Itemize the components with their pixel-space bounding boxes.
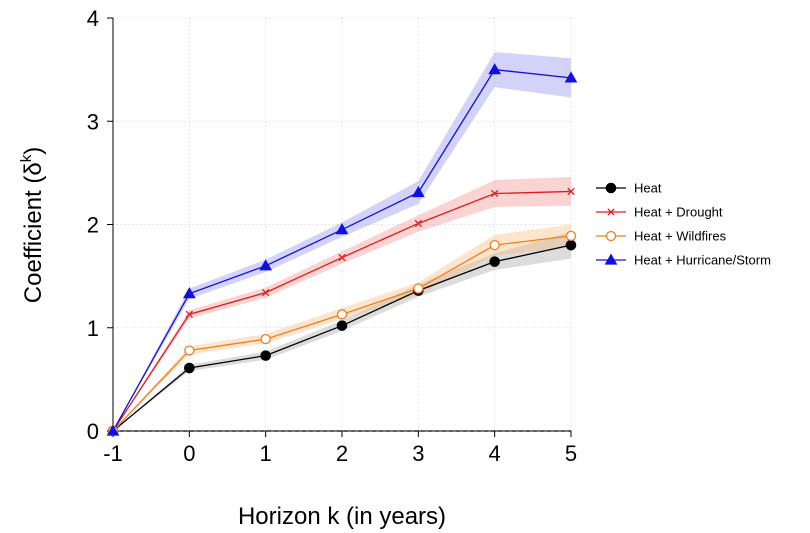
y-axis-title-close: ) — [20, 147, 47, 155]
axes — [107, 17, 572, 437]
legend-label-heat-drought: Heat + Drought — [634, 205, 723, 220]
x-tick-label: 4 — [489, 441, 501, 466]
legend: Heat Heat + Drought Heat + Wildfires Heat +… — [596, 181, 771, 268]
band-heat-wildfires — [113, 224, 571, 431]
legend-label-heat-hurricane-storm: Heat + Hurricane/Storm — [634, 253, 771, 268]
point-heat-drought — [491, 189, 499, 198]
point-heat-hurricane-storm — [106, 424, 120, 436]
point-heat-drought — [338, 253, 346, 262]
y-axis-title-superscript: k — [18, 154, 35, 162]
x-tick-label: -1 — [103, 441, 123, 466]
confidence-bands — [113, 52, 571, 431]
point-heat-wildfires — [260, 333, 271, 345]
band-heat-drought — [113, 177, 571, 431]
y-axis-title-main: Coefficient (δ — [20, 162, 47, 303]
point-heat-hurricane-storm — [182, 287, 196, 299]
point-heat-drought — [262, 288, 270, 297]
legend-marker-heat-hurricane-storm — [604, 253, 618, 265]
point-heat-drought — [185, 310, 193, 318]
point-heat-wildfires — [184, 345, 195, 356]
point-heat — [260, 350, 271, 361]
x-tick-label: 1 — [260, 441, 272, 466]
point-heat-wildfires — [413, 283, 424, 294]
x-tick-label: 5 — [565, 441, 577, 466]
y-tick-label: 1 — [87, 316, 99, 341]
y-axis-title: Coefficient (δk) — [18, 147, 47, 303]
x-tick-label: 0 — [183, 441, 195, 466]
point-heat-hurricane-storm — [488, 63, 502, 75]
legend-marker-heat-wildfires — [605, 230, 617, 242]
legend-marker-heat — [605, 182, 617, 194]
point-heat — [184, 362, 195, 374]
y-tick-label: 3 — [87, 109, 99, 134]
point-heat — [336, 320, 348, 331]
point-heat-wildfires — [336, 309, 348, 320]
legend-label-heat-wildfires: Heat + Wildfires — [634, 229, 727, 244]
legend-label-heat: Heat — [634, 181, 662, 196]
x-tick-labels: -1 0 1 2 3 4 5 — [103, 441, 577, 466]
point-heat — [489, 256, 500, 267]
point-heat-wildfires — [489, 239, 500, 251]
point-heat-hurricane-storm — [259, 259, 273, 271]
y-tick-label: 0 — [87, 419, 99, 444]
y-tick-label: 4 — [87, 6, 99, 31]
point-heat-hurricane-storm — [411, 185, 425, 198]
point-heat-hurricane-storm — [335, 223, 349, 235]
x-tick-label: 2 — [336, 441, 348, 466]
point-heat-hurricane-storm — [564, 71, 578, 83]
y-tick-label: 2 — [87, 213, 99, 238]
point-heat-drought — [567, 187, 575, 196]
point-heat-wildfires — [565, 230, 577, 242]
point-heat-drought — [414, 219, 422, 228]
y-tick-labels: 0 1 2 3 4 — [87, 6, 99, 444]
x-tick-label: 3 — [412, 441, 424, 466]
legend-marker-heat-drought — [607, 208, 615, 216]
band-heat — [113, 231, 571, 431]
x-axis-title: Horizon k (in years) — [238, 503, 446, 530]
point-heat — [565, 239, 577, 251]
band-heat-hurricane-storm — [113, 52, 571, 431]
series-markers — [106, 63, 578, 437]
